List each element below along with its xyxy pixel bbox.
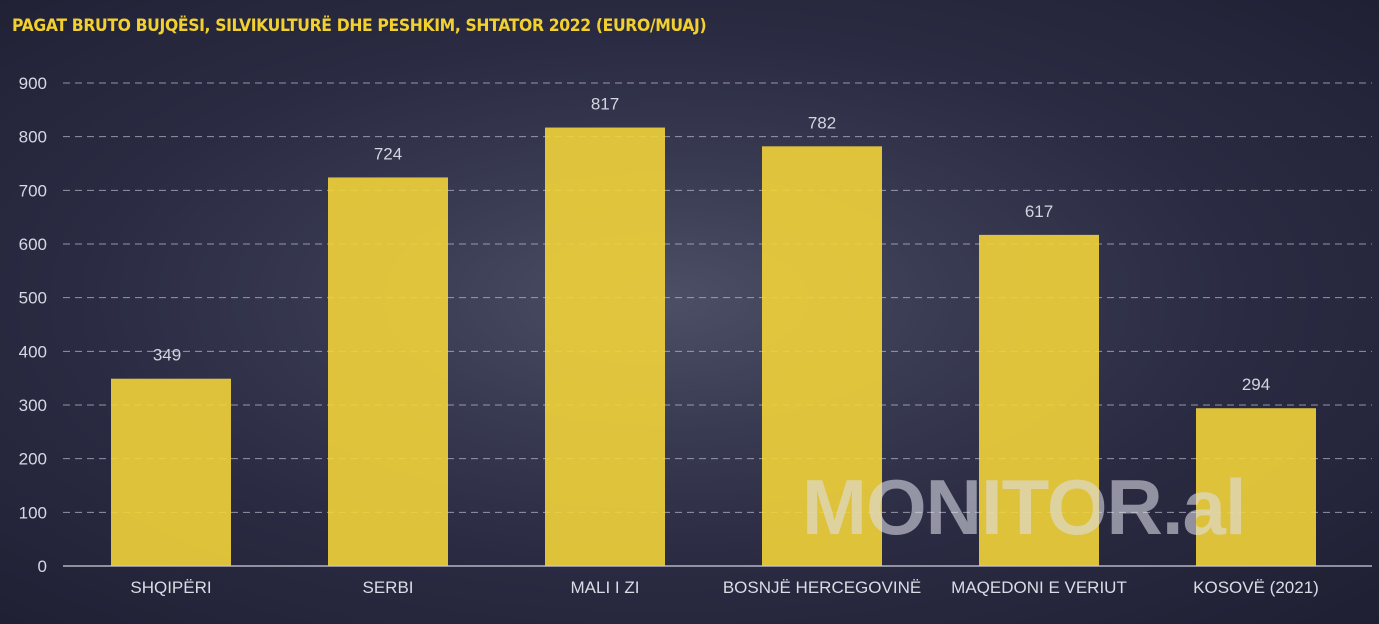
bar-value-label: 724	[374, 144, 402, 163]
category-label: MALI I ZI	[571, 578, 640, 597]
category-label: MAQEDONI E VERIUT	[951, 578, 1127, 597]
bar-value-label: 294	[1242, 375, 1270, 394]
bar-value-label: 349	[153, 346, 181, 365]
bar-value-label: 782	[808, 113, 836, 132]
chart-title: PAGAT BRUTO BUJQËSI, SILVIKULTURË DHE PE…	[12, 16, 707, 36]
y-tick-label: 500	[19, 289, 47, 308]
bar	[979, 234, 1099, 567]
y-tick-label: 400	[19, 342, 47, 361]
monitor-watermark: MONITOR.al	[802, 463, 1247, 551]
bar	[111, 378, 231, 566]
bar	[545, 127, 665, 566]
bar	[1196, 408, 1316, 566]
y-tick-label: 600	[19, 235, 47, 254]
bar-value-label: 817	[591, 95, 619, 114]
category-label: SERBI	[362, 578, 413, 597]
y-tick-label: 100	[19, 503, 47, 522]
y-tick-label: 300	[19, 396, 47, 415]
y-tick-label: 200	[19, 450, 47, 469]
category-label: BOSNJË HERCEGOVINË	[723, 578, 921, 597]
y-tick-label: 900	[19, 74, 47, 93]
category-label: KOSOVË (2021)	[1193, 578, 1319, 597]
y-tick-label: 700	[19, 181, 47, 200]
y-tick-label: 0	[38, 557, 47, 576]
bar-value-label: 617	[1025, 202, 1053, 221]
bar	[328, 177, 448, 566]
category-label: SHQIPËRI	[130, 578, 211, 597]
bar	[762, 146, 882, 566]
y-tick-label: 800	[19, 128, 47, 147]
